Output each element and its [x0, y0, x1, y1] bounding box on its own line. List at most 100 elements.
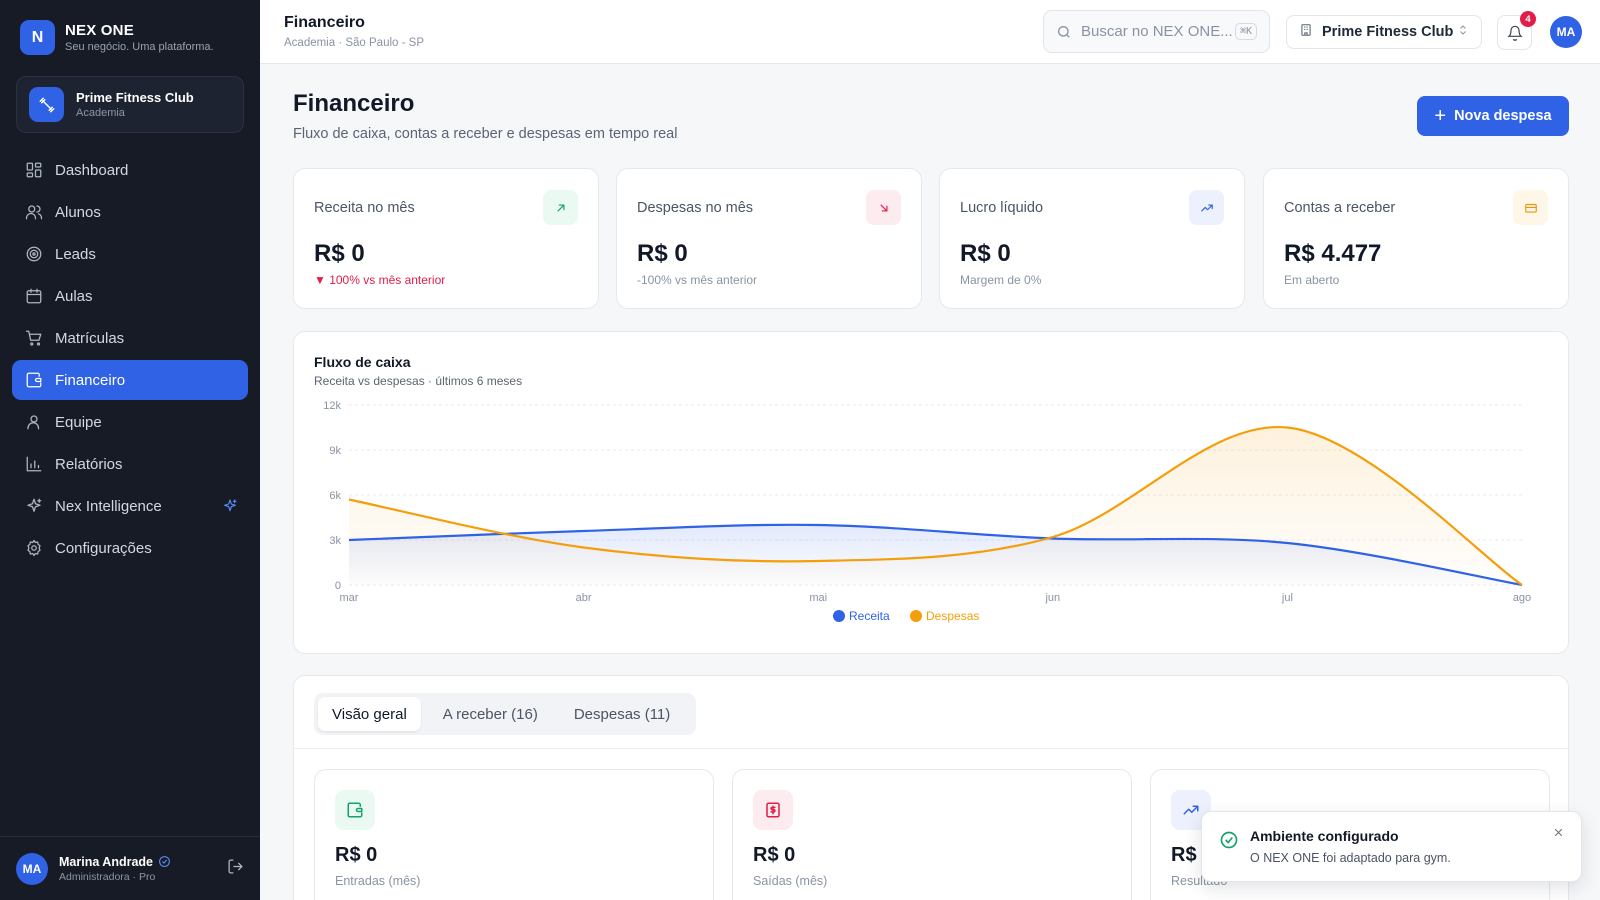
sidebar-nav: Dashboard Alunos Leads Aulas Matrículas …: [12, 150, 248, 570]
x-tick-label: jun: [1044, 592, 1060, 604]
x-tick-label: ago: [1513, 592, 1531, 604]
organization-switcher[interactable]: Prime Fitness Club Academia: [16, 76, 244, 133]
search-icon: [1058, 25, 1070, 38]
tab-despesas[interactable]: Despesas (11): [573, 705, 671, 723]
user-name: Marina Andrade: [59, 854, 154, 869]
y-tick-label: 12k: [323, 400, 341, 412]
sidebar-item-relatorios[interactable]: Relatórios: [12, 444, 248, 484]
page-subtitle: Fluxo de caixa, contas a receber e despe…: [293, 126, 678, 142]
notification-count-badge: 4: [1520, 11, 1536, 27]
sidebar-item-matriculas[interactable]: Matrículas: [12, 318, 248, 358]
kpi-value: R$ 0: [314, 240, 365, 267]
toast-title: Ambiente configurado: [1250, 828, 1399, 844]
sidebar-item-label: Matrículas: [55, 329, 125, 347]
wallet-icon: [26, 372, 42, 388]
summary-card-entradas: R$ 0 Entradas (mês): [314, 769, 714, 900]
page-title: Financeiro: [293, 90, 415, 117]
organization-type: Academia: [76, 107, 125, 119]
x-tick-label: abr: [576, 592, 592, 604]
trending-up-icon: [1189, 190, 1224, 225]
kpi-trend: ▼ 100% vs mês anterior: [314, 273, 446, 287]
arrow-down-right-icon: [866, 190, 901, 225]
sidebar-item-financeiro[interactable]: Financeiro: [12, 360, 248, 400]
sparkles-icon: [27, 498, 42, 512]
topbar-title: Financeiro: [284, 14, 365, 31]
ai-sparkle-icon: [222, 498, 238, 518]
organization-select[interactable]: Prime Fitness Club: [1286, 15, 1482, 49]
y-tick-label: 9k: [329, 445, 341, 457]
kpi-card-despesas: Despesas no mês R$ 0 -100% vs mês anteri…: [616, 168, 922, 309]
sidebar: N NEX ONE Seu negócio. Uma plataforma. P…: [0, 0, 260, 900]
sidebar-item-dashboard[interactable]: Dashboard: [12, 150, 248, 190]
summary-card-saidas: R$ 0 Saídas (mês): [732, 769, 1132, 900]
sidebar-item-configuracoes[interactable]: Configurações: [12, 528, 248, 568]
close-icon[interactable]: [1552, 826, 1565, 844]
kpi-label: Contas a receber: [1284, 200, 1396, 216]
user-role: Administradora · Pro: [59, 870, 156, 883]
bar-chart-icon: [26, 456, 42, 472]
tab-visao-geral[interactable]: Visão geral: [318, 697, 421, 731]
sidebar-item-alunos[interactable]: Alunos: [12, 192, 248, 232]
calendar-icon: [26, 288, 42, 304]
sidebar-item-label: Alunos: [55, 203, 101, 221]
sidebar-item-equipe[interactable]: Equipe: [12, 402, 248, 442]
kpi-card-receita: Receita no mês R$ 0 ▼ 100% vs mês anteri…: [293, 168, 599, 309]
verified-icon: [159, 856, 170, 867]
building-icon: [1299, 23, 1313, 42]
avatar[interactable]: MA: [1550, 16, 1582, 48]
legend-label: Despesas: [926, 609, 979, 623]
sidebar-item-label: Equipe: [55, 413, 102, 431]
receipt-icon: [753, 790, 793, 830]
chart-subtitle: Receita vs despesas · últimos 6 meses: [314, 374, 523, 388]
topbar: Financeiro Academia · São Paulo - SP Bus…: [260, 0, 1600, 64]
new-expense-button[interactable]: + Nova despesa: [1417, 96, 1569, 136]
x-tick-label: jul: [1281, 592, 1293, 604]
summary-label: Entradas (mês): [335, 874, 421, 888]
kpi-label: Despesas no mês: [637, 200, 754, 216]
chart-title: Fluxo de caixa: [314, 354, 411, 370]
sidebar-item-label: Configurações: [55, 539, 152, 557]
kpi-card-contas-receber: Contas a receber R$ 4.477 Em aberto: [1263, 168, 1569, 309]
sidebar-item-label: Financeiro: [55, 371, 126, 389]
target-icon: [26, 246, 42, 262]
kpi-label: Lucro líquido: [960, 200, 1044, 216]
team-icon: [27, 415, 40, 430]
logout-icon: [228, 858, 243, 874]
toast-notification: Ambiente configurado O NEX ONE foi adapt…: [1201, 811, 1582, 882]
bell-icon: [1506, 25, 1523, 41]
kpi-card-lucro: Lucro líquido R$ 0 Margem de 0%: [939, 168, 1245, 309]
summary-value: R$ 0: [335, 844, 378, 866]
organization-name: Prime Fitness Club: [76, 90, 194, 105]
brand[interactable]: N NEX ONE Seu negócio. Uma plataforma.: [20, 20, 214, 55]
sidebar-item-nex-intelligence[interactable]: Nex Intelligence: [12, 486, 248, 526]
kpi-trend: Margem de 0%: [960, 273, 1042, 287]
brand-logo: N: [20, 20, 55, 55]
sidebar-item-label: Leads: [55, 245, 96, 263]
tab-a-receber[interactable]: A receber (16): [442, 705, 538, 723]
search-input[interactable]: Buscar no NEX ONE... ⌘K: [1043, 10, 1270, 53]
user-profile[interactable]: MA Marina Andrade Administradora · Pro: [0, 836, 260, 900]
brand-tagline: Seu negócio. Uma plataforma.: [65, 41, 214, 53]
x-tick-label: mai: [809, 592, 827, 604]
sidebar-item-label: Relatórios: [55, 455, 123, 473]
sidebar-item-aulas[interactable]: Aulas: [12, 276, 248, 316]
sidebar-item-leads[interactable]: Leads: [12, 234, 248, 274]
notifications-button[interactable]: 4: [1497, 11, 1536, 50]
new-expense-label: Nova despesa: [1454, 108, 1552, 124]
topbar-subtitle: Academia · São Paulo - SP: [284, 37, 424, 49]
y-tick-label: 6k: [329, 490, 341, 502]
arrow-up-right-icon: [543, 190, 578, 225]
kpi-value: R$ 4.477: [1284, 240, 1382, 267]
toast-message: O NEX ONE foi adaptado para gym.: [1250, 851, 1451, 865]
logout-button[interactable]: [227, 858, 244, 880]
dumbbell-icon: [29, 87, 64, 122]
summary-label: Saídas (mês): [753, 874, 828, 888]
avatar: MA: [16, 852, 48, 885]
card-icon: [1513, 190, 1548, 225]
trending-up-icon: [1171, 790, 1211, 830]
y-tick-label: 3k: [329, 535, 341, 547]
wallet-icon: [335, 790, 375, 830]
legend-marker: [833, 610, 845, 622]
legend-label: Receita: [849, 609, 890, 623]
sidebar-item-label: Nex Intelligence: [55, 497, 162, 515]
